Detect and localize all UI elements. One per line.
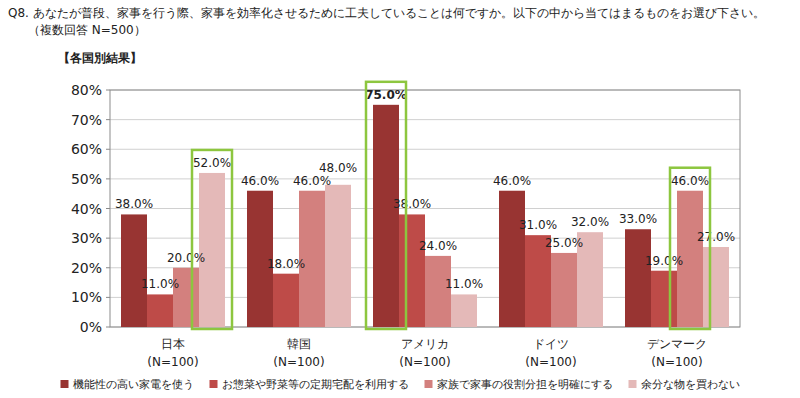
tick-mark	[106, 208, 110, 209]
data-label: 18.0%	[267, 257, 305, 271]
tick-label: 70%	[71, 112, 102, 128]
highlight-box	[670, 168, 710, 329]
data-label: 46.0%	[293, 174, 331, 188]
tick-mark	[106, 297, 110, 298]
tick-label: 10%	[71, 289, 102, 305]
tick-mark	[106, 90, 110, 91]
highlights	[192, 82, 710, 329]
bar	[147, 294, 173, 327]
category-line: (N=100)	[147, 355, 198, 369]
legend-swatch	[425, 380, 433, 388]
annotation: 【各国別結果】	[58, 51, 142, 65]
data-label: 11.0%	[141, 277, 179, 291]
highlight-box	[366, 82, 406, 329]
category-line: アメリカ	[401, 337, 449, 351]
category-line: (N=100)	[273, 355, 324, 369]
title: Q8. あなたが普段、家事を行う際、家事を効率化させるために工夫していることは何…	[8, 6, 765, 20]
data-label: 48.0%	[319, 161, 357, 175]
bar	[703, 247, 729, 327]
tick-label: 80%	[71, 82, 102, 98]
category-line: デンマーク	[647, 337, 707, 351]
data-label: 24.0%	[419, 239, 457, 253]
grid	[106, 90, 740, 327]
data-label: 32.0%	[571, 215, 609, 229]
data-label: 75.0%	[365, 88, 407, 102]
category-label: ドイツ (N=100)	[525, 337, 576, 369]
category-line: 韓国	[287, 337, 311, 351]
data-label: 33.0%	[619, 212, 657, 226]
data-label: 20.0%	[167, 251, 205, 265]
category-line: (N=100)	[525, 355, 576, 369]
data-label: 46.0%	[241, 174, 279, 188]
subtitle: （複数回答 N=500）	[28, 23, 146, 37]
data-labels: 38.0%11.0%20.0%52.0%46.0%18.0%46.0%48.0%…	[115, 88, 735, 292]
highlight-box	[192, 150, 232, 329]
legend-label: 余分な物を買わない	[641, 378, 740, 391]
tick-label: 30%	[71, 230, 102, 246]
bar	[399, 214, 425, 327]
grid-line	[110, 119, 740, 120]
legend-label: お惣菜や野菜等の定期宅配を利用する	[222, 378, 409, 391]
category-line: (N=100)	[399, 355, 450, 369]
data-label: 38.0%	[115, 197, 153, 211]
category-label: アメリカ (N=100)	[399, 337, 450, 369]
tick-label: 0%	[80, 319, 102, 335]
legend-swatch	[210, 380, 218, 388]
tick-label: 20%	[71, 260, 102, 276]
bar	[325, 185, 351, 327]
legend-label: 家族で家事の役割分担を明確にする	[437, 378, 613, 391]
bar	[625, 229, 651, 327]
bar	[499, 191, 525, 327]
category-line: ドイツ	[533, 337, 569, 351]
data-label: 38.0%	[393, 197, 431, 211]
tick-mark	[106, 267, 110, 268]
data-label: 46.0%	[493, 174, 531, 188]
tick-label: 50%	[71, 171, 102, 187]
category-line: (N=100)	[651, 355, 702, 369]
tick-mark	[106, 327, 110, 328]
category-label: 韓国 (N=100)	[273, 337, 324, 369]
data-label: 25.0%	[545, 236, 583, 250]
data-label: 19.0%	[645, 254, 683, 268]
bar	[451, 294, 477, 327]
tick-mark	[106, 238, 110, 239]
bar	[121, 214, 147, 327]
bar	[425, 256, 451, 327]
category-line: 日本	[161, 337, 185, 351]
data-label: 46.0%	[671, 174, 709, 188]
tick-label: 60%	[71, 141, 102, 157]
legend-swatch	[61, 380, 69, 388]
legend: 機能性の高い家電を使う お惣菜や野菜等の定期宅配を利用する 家族で家事の役割分担を明…	[61, 378, 740, 391]
bar	[373, 105, 399, 327]
tick-mark	[106, 149, 110, 150]
data-label: 31.0%	[519, 218, 557, 232]
data-label: 52.0%	[193, 156, 231, 170]
tick-label: 40%	[71, 201, 102, 217]
legend-label: 機能性の高い家電を使う	[73, 378, 194, 391]
bar	[273, 274, 299, 327]
tick-mark	[106, 178, 110, 179]
tick-mark	[106, 119, 110, 120]
chart-root: Q8. あなたが普段、家事を行う際、家事を効率化させるために工夫していることは何…	[0, 0, 800, 398]
bar	[651, 271, 677, 327]
category-label: デンマーク (N=100)	[647, 337, 707, 369]
bars	[121, 105, 729, 327]
data-label: 11.0%	[445, 277, 483, 291]
data-label: 27.0%	[697, 230, 735, 244]
category-label: 日本 (N=100)	[147, 337, 198, 369]
legend-swatch	[629, 380, 637, 388]
plot-frame	[110, 90, 740, 327]
bar	[551, 253, 577, 327]
